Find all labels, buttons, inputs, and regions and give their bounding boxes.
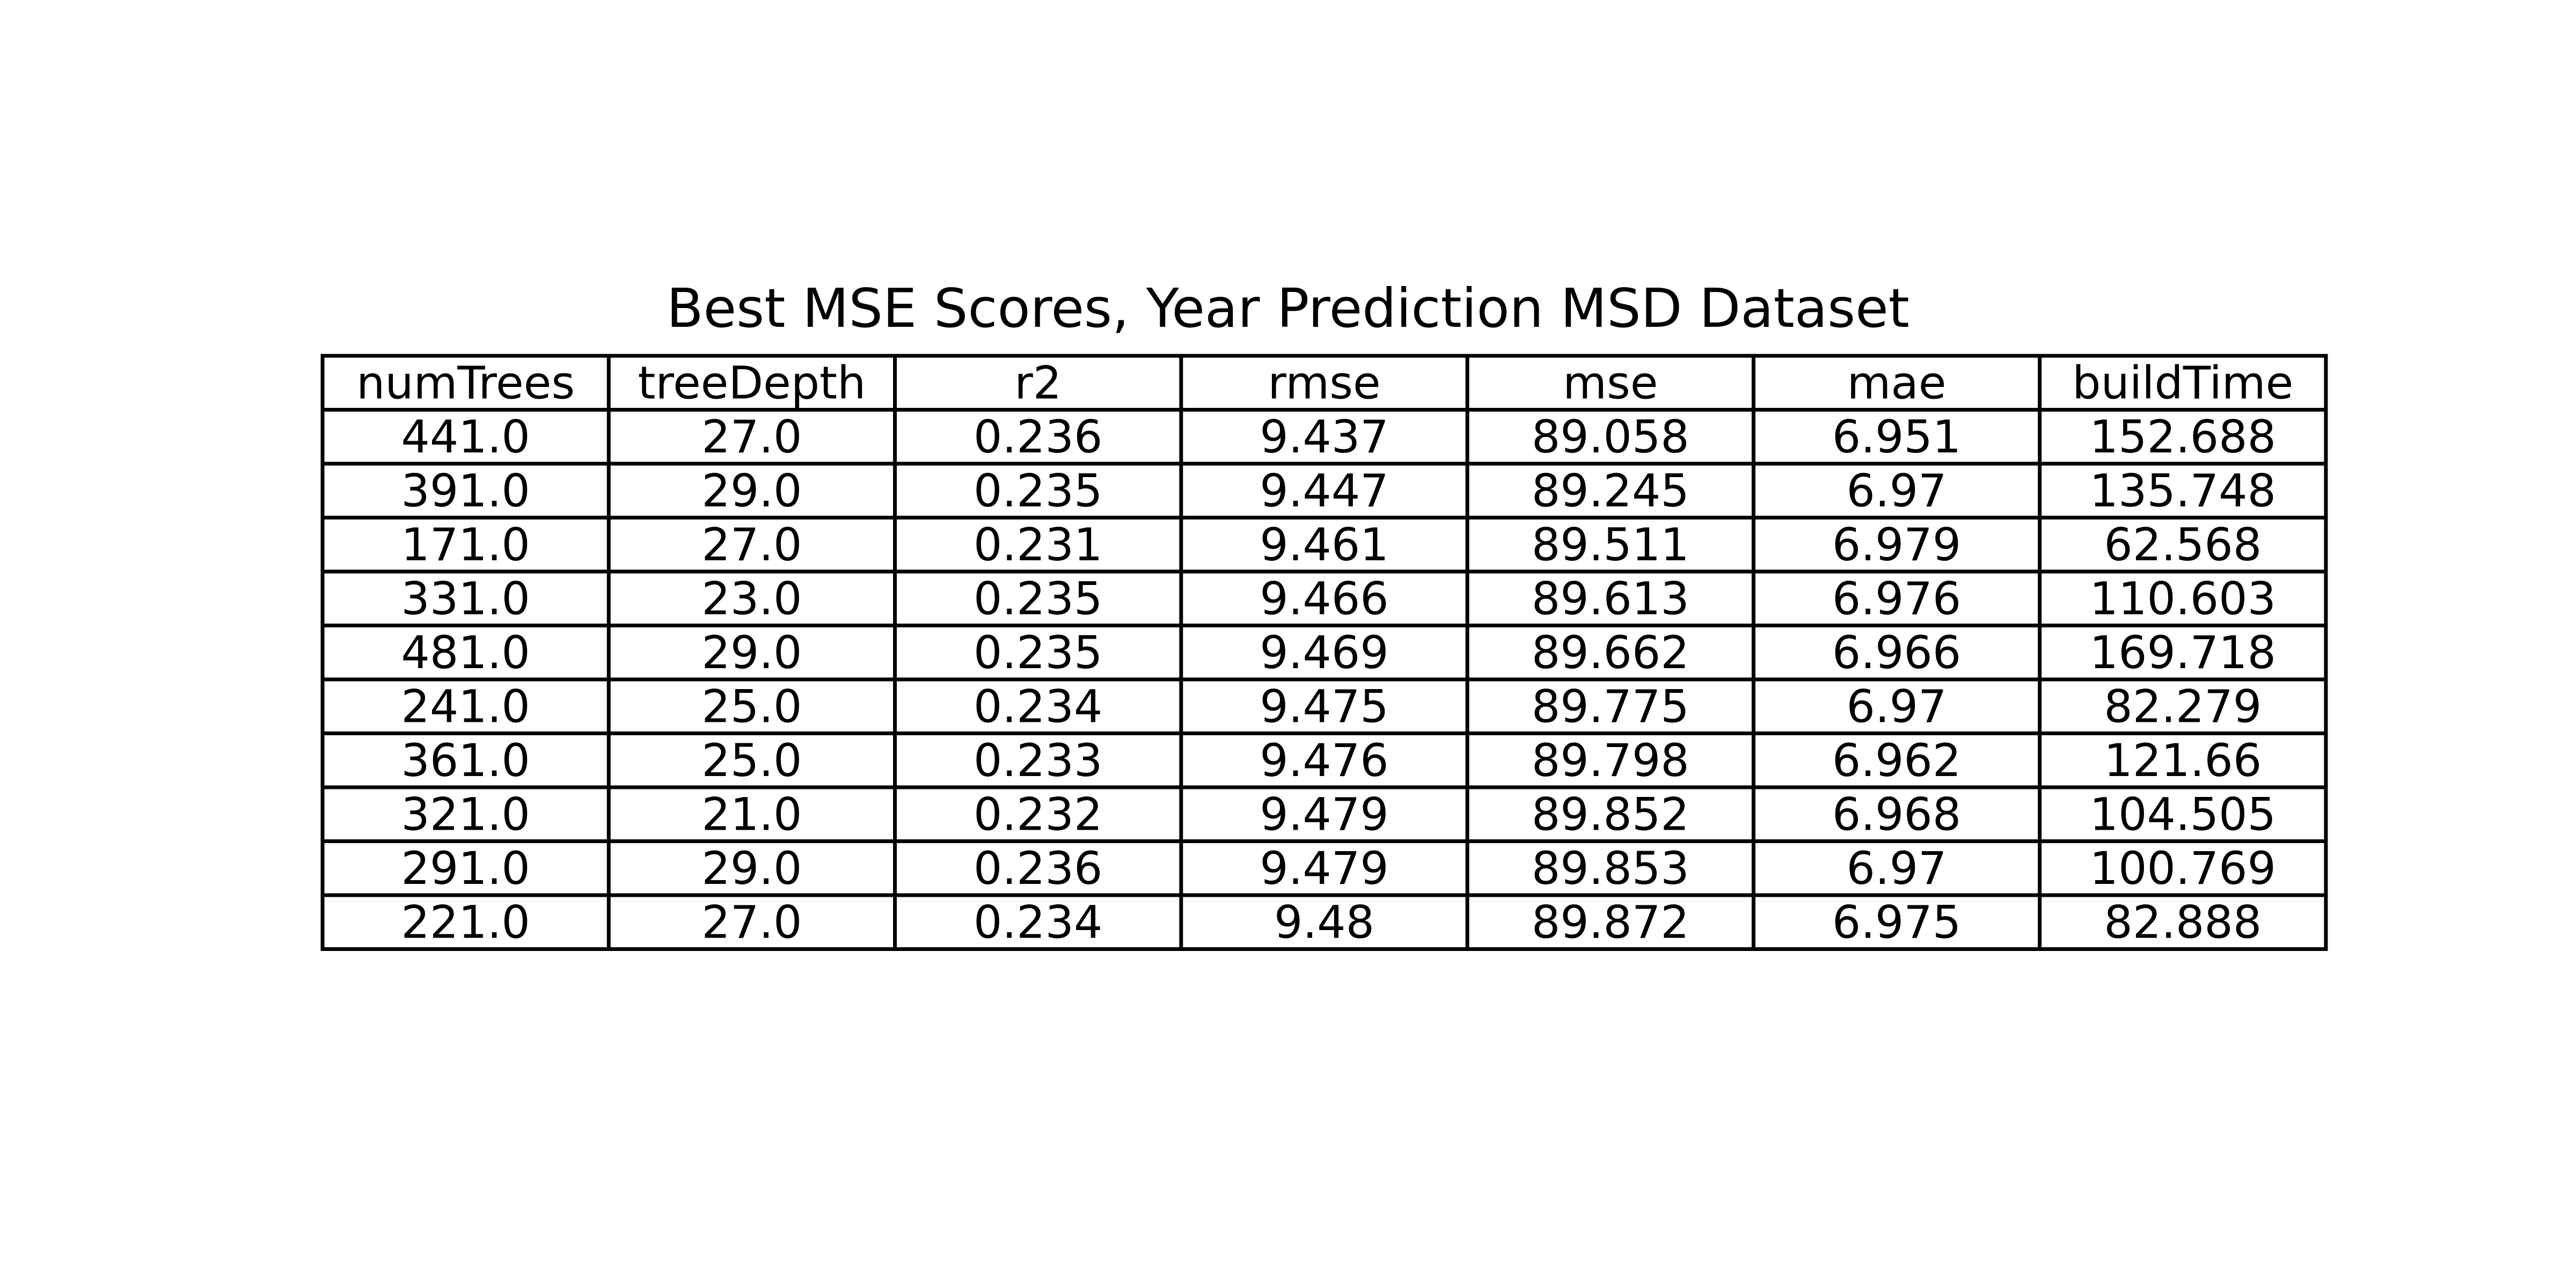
table-cell: 6.97 <box>1847 842 1947 895</box>
table-cell: 0.235 <box>974 572 1102 625</box>
table-cell: 89.872 <box>1532 896 1689 948</box>
table-cell: 441.0 <box>401 411 530 463</box>
table-cell: 361.0 <box>401 734 530 787</box>
table-cell: 9.461 <box>1260 518 1388 571</box>
table-header-cell: numTrees <box>356 356 575 409</box>
table-cell: 89.798 <box>1532 734 1689 787</box>
table-cell: 221.0 <box>401 896 530 948</box>
table-cell: 25.0 <box>701 734 802 787</box>
table-cell: 21.0 <box>701 788 802 840</box>
table-cell: 321.0 <box>401 788 530 840</box>
table-cell: 23.0 <box>701 572 802 625</box>
table-cell: 27.0 <box>701 518 802 571</box>
table-grid <box>320 354 2328 951</box>
chart-title: Best MSE Scores, Year Prediction MSD Dat… <box>667 277 1909 340</box>
table-cell: 89.511 <box>1532 518 1689 571</box>
table-cell: 104.505 <box>2090 788 2276 840</box>
table-cell: 0.235 <box>974 464 1102 517</box>
table-cell: 29.0 <box>701 626 802 679</box>
table-header-cell: rmse <box>1268 356 1380 409</box>
table-cell: 0.233 <box>974 734 1102 787</box>
table-header-cell: buildTime <box>2072 356 2293 409</box>
table-cell: 0.232 <box>974 788 1102 840</box>
table-cell: 0.236 <box>974 411 1102 463</box>
table-cell: 6.968 <box>1832 788 1961 840</box>
table-cell: 6.975 <box>1832 896 1961 948</box>
table-cell: 9.476 <box>1260 734 1388 787</box>
table-cell: 89.662 <box>1532 626 1689 679</box>
table-cell: 9.469 <box>1260 626 1388 679</box>
table-cell: 29.0 <box>701 464 802 517</box>
table-cell: 6.97 <box>1847 680 1947 733</box>
table-cell: 25.0 <box>701 680 802 733</box>
table-cell: 89.245 <box>1532 464 1689 517</box>
table-cell: 121.66 <box>2104 734 2262 787</box>
table-cell: 9.479 <box>1260 788 1388 840</box>
table-cell: 391.0 <box>401 464 530 517</box>
table-header-cell: mae <box>1847 356 1946 409</box>
table-cell: 9.447 <box>1260 464 1388 517</box>
table-cell: 169.718 <box>2090 626 2276 679</box>
table-cell: 0.231 <box>974 518 1102 571</box>
table-cell: 100.769 <box>2090 842 2276 895</box>
table-cell: 152.688 <box>2090 411 2276 463</box>
table-cell: 135.748 <box>2090 464 2276 517</box>
table-cell: 82.279 <box>2104 680 2262 733</box>
table-cell: 291.0 <box>401 842 530 895</box>
table-cell: 241.0 <box>401 680 530 733</box>
table-cell: 9.475 <box>1260 680 1388 733</box>
table-cell: 6.951 <box>1832 411 1961 463</box>
table-cell: 6.97 <box>1847 464 1947 517</box>
table-cell: 171.0 <box>401 518 530 571</box>
table-cell: 9.466 <box>1260 572 1388 625</box>
table-cell: 9.437 <box>1260 411 1388 463</box>
table-cell: 0.234 <box>974 680 1102 733</box>
table-cell: 82.888 <box>2104 896 2262 948</box>
table-cell: 331.0 <box>401 572 530 625</box>
table-cell: 6.979 <box>1832 518 1961 571</box>
table-cell: 6.976 <box>1832 572 1961 625</box>
table-cell: 0.234 <box>974 896 1102 948</box>
table-header-cell: r2 <box>1014 356 1062 409</box>
table-cell: 481.0 <box>401 626 530 679</box>
table-header-cell: mse <box>1563 356 1658 409</box>
table-cell: 89.853 <box>1532 842 1689 895</box>
table-cell: 0.236 <box>974 842 1102 895</box>
table-cell: 6.966 <box>1832 626 1961 679</box>
table-header-cell: treeDepth <box>638 356 866 409</box>
table-cell: 89.058 <box>1532 411 1689 463</box>
table-cell: 110.603 <box>2090 572 2276 625</box>
table-cell: 6.962 <box>1832 734 1961 787</box>
table-cell: 89.852 <box>1532 788 1689 840</box>
table-cell: 9.479 <box>1260 842 1388 895</box>
table-cell: 89.775 <box>1532 680 1689 733</box>
table-cell: 9.48 <box>1274 896 1374 948</box>
table-cell: 27.0 <box>701 896 802 948</box>
table-cell: 27.0 <box>701 411 802 463</box>
table-cell: 0.235 <box>974 626 1102 679</box>
table-cell: 29.0 <box>701 842 802 895</box>
table-cell: 89.613 <box>1532 572 1689 625</box>
table-cell: 62.568 <box>2104 518 2262 571</box>
